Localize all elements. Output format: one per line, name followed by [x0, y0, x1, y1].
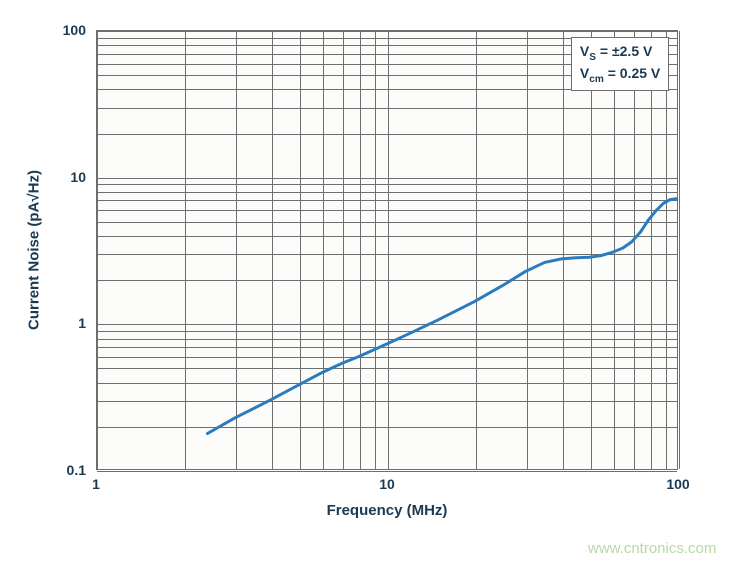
x-axis-label: Frequency (MHz): [327, 502, 448, 519]
legend-line-2: Vcm = 0.25 V: [580, 64, 660, 86]
legend-line-1: VS = ±2.5 V: [580, 42, 660, 64]
curve-layer: [97, 31, 677, 469]
y-axis-label: Current Noise (pA√Hz): [26, 170, 43, 330]
plot-area: [96, 30, 678, 470]
watermark: www.cntronics.com: [588, 540, 716, 557]
grid-line-h: [97, 471, 677, 472]
x-tick-label: 100: [666, 476, 689, 492]
noise-chart: Frequency (MHz) Current Noise (pA√Hz) VS…: [0, 0, 735, 563]
y-tick-label: 100: [56, 22, 86, 38]
legend-box: VS = ±2.5 V Vcm = 0.25 V: [571, 37, 669, 92]
x-tick-label: 10: [379, 476, 395, 492]
y-tick-label: 0.1: [56, 462, 86, 478]
y-tick-label: 1: [56, 315, 86, 331]
grid-line-v: [679, 31, 680, 469]
series-current-noise: [207, 199, 676, 434]
x-tick-label: 1: [92, 476, 100, 492]
y-tick-label: 10: [56, 169, 86, 185]
